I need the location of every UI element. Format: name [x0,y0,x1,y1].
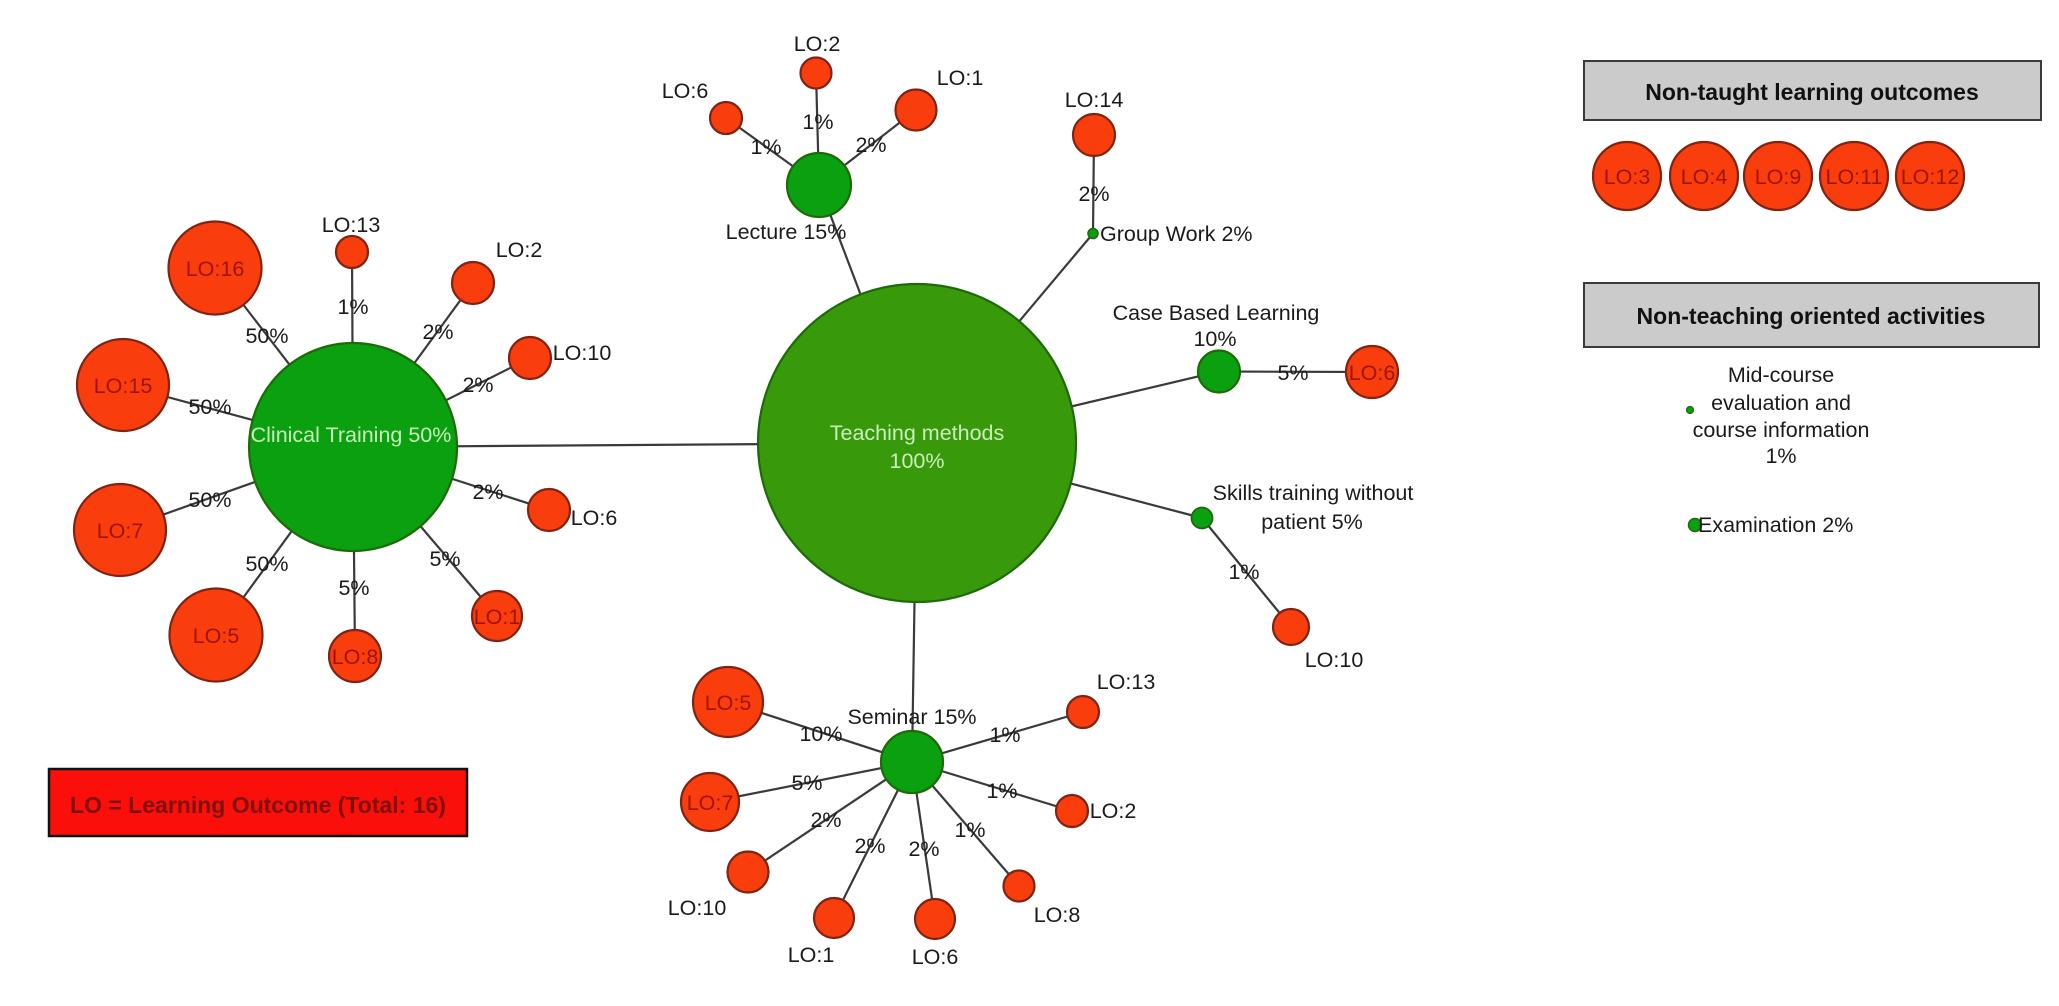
svg-text:Clinical Training 50%: Clinical Training 50% [251,423,452,447]
svg-text:LO:8: LO:8 [332,645,379,669]
svg-text:100%: 100% [890,449,945,473]
svg-text:Non-taught learning outcomes: Non-taught learning outcomes [1645,79,1979,105]
svg-text:LO:16: LO:16 [186,257,245,281]
svg-text:Case Based Learning: Case Based Learning [1113,301,1320,325]
svg-text:2%: 2% [810,808,841,832]
svg-text:1%: 1% [1228,560,1259,584]
svg-text:50%: 50% [188,395,231,419]
svg-text:1%: 1% [986,779,1017,803]
svg-text:LO:2: LO:2 [496,238,543,262]
svg-text:LO:1: LO:1 [937,66,984,90]
svg-text:patient 5%: patient 5% [1261,510,1363,534]
svg-text:Group Work 2%: Group Work 2% [1100,222,1253,246]
svg-text:5%: 5% [791,771,822,795]
svg-text:LO:10: LO:10 [1305,648,1364,672]
svg-text:LO:11: LO:11 [1826,165,1883,189]
svg-text:LO:1: LO:1 [474,605,521,629]
svg-text:Examination 2%: Examination 2% [1698,513,1853,537]
svg-text:course information: course information [1693,418,1870,442]
svg-text:LO:5: LO:5 [193,624,240,648]
svg-text:LO:14: LO:14 [1065,88,1124,112]
svg-text:LO:5: LO:5 [705,691,752,715]
svg-text:LO:13: LO:13 [322,213,381,237]
svg-text:2%: 2% [1078,182,1109,206]
svg-text:10%: 10% [799,722,842,746]
svg-text:LO:9: LO:9 [1755,165,1802,189]
svg-text:5%: 5% [429,547,460,571]
svg-text:1%: 1% [337,295,368,319]
svg-text:1%: 1% [989,723,1020,747]
svg-text:50%: 50% [188,488,231,512]
svg-text:Mid-course: Mid-course [1728,363,1834,387]
svg-text:Non-teaching oriented activiti: Non-teaching oriented activities [1637,303,1986,329]
svg-text:LO:2: LO:2 [1090,799,1137,823]
svg-text:evaluation and: evaluation and [1711,391,1851,415]
svg-text:LO:1: LO:1 [788,943,835,967]
svg-text:LO:6: LO:6 [662,79,709,103]
svg-text:LO:6: LO:6 [1349,361,1396,385]
svg-text:2%: 2% [462,373,493,397]
svg-text:LO:15: LO:15 [94,374,153,398]
svg-text:1%: 1% [954,818,985,842]
svg-text:LO:7: LO:7 [97,519,144,543]
svg-text:LO:12: LO:12 [1901,165,1960,189]
svg-text:2%: 2% [472,480,503,504]
svg-text:1%: 1% [750,135,781,159]
svg-text:2%: 2% [908,837,939,861]
svg-text:LO:10: LO:10 [553,341,612,365]
svg-text:Seminar 15%: Seminar 15% [847,705,976,729]
svg-text:10%: 10% [1193,327,1236,351]
svg-text:LO:6: LO:6 [912,945,959,969]
svg-text:LO = Learning Outcome (Total:: LO = Learning Outcome (Total: 16) [70,792,446,818]
svg-text:Lecture 15%: Lecture 15% [726,220,847,244]
svg-text:50%: 50% [245,552,288,576]
svg-text:50%: 50% [245,324,288,348]
svg-text:LO:10: LO:10 [668,896,727,920]
svg-text:LO:8: LO:8 [1034,903,1081,927]
svg-text:5%: 5% [338,576,369,600]
svg-text:Skills training without: Skills training without [1213,481,1414,505]
svg-text:LO:13: LO:13 [1097,670,1156,694]
svg-text:2%: 2% [422,320,453,344]
svg-text:LO:7: LO:7 [687,791,734,815]
svg-text:2%: 2% [855,133,886,157]
svg-text:5%: 5% [1277,361,1308,385]
svg-text:Teaching methods: Teaching methods [830,421,1005,445]
svg-text:1%: 1% [802,110,833,134]
svg-text:2%: 2% [854,834,885,858]
svg-text:LO:3: LO:3 [1604,165,1651,189]
svg-text:LO:6: LO:6 [571,506,618,530]
svg-text:LO:4: LO:4 [1681,165,1728,189]
svg-text:1%: 1% [1765,444,1796,468]
svg-text:LO:2: LO:2 [794,32,841,56]
